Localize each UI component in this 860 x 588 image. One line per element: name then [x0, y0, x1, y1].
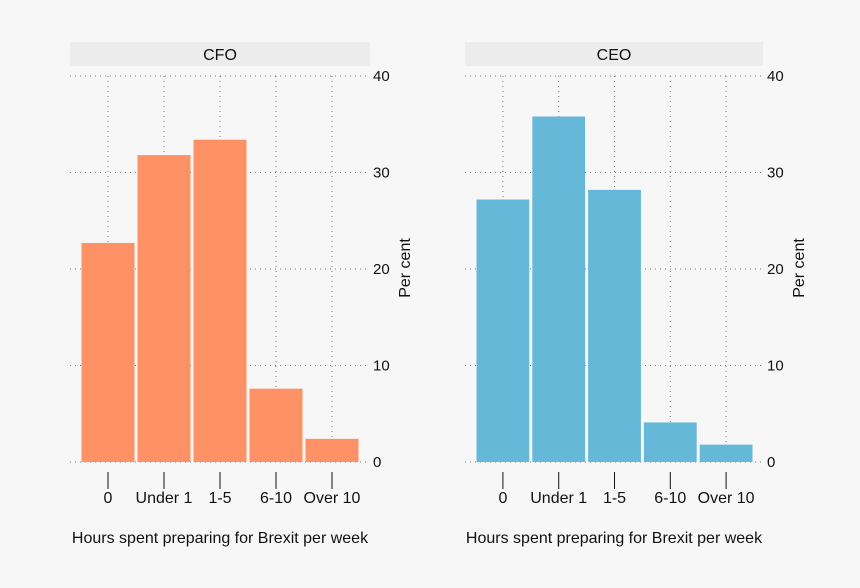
ceo-y-ticks: 0 10 20 30 40	[767, 68, 784, 471]
ceo-bar-1	[532, 116, 586, 462]
cfo-x-tick-label: Over 10	[304, 490, 361, 507]
cfo-bar-1	[137, 155, 191, 462]
ceo-panel-title: CEO	[597, 47, 632, 64]
ceo-x-tick-label: 1-5	[603, 490, 626, 507]
ceo-panel-strip	[465, 42, 763, 66]
ceo-y-axis-label: Per cent	[791, 238, 808, 298]
ceo-y-tick-label: 0	[767, 454, 775, 471]
cfo-bar-0	[81, 242, 135, 462]
cfo-x-tick-label: 0	[104, 490, 113, 507]
ceo-panel: CEO 0 Under 1 1-5 6-10 Over 10 0 10 20 30 40 Per…	[465, 42, 808, 547]
cfo-bars	[81, 139, 359, 462]
ceo-x-ticks: 0 Under 1 1-5 6-10 Over 10	[498, 472, 755, 507]
ceo-bar-3	[643, 422, 697, 462]
ceo-bar-0	[476, 199, 530, 462]
ceo-x-tick-label: Under 1	[530, 490, 587, 507]
ceo-bar-4	[699, 444, 753, 462]
cfo-panel-strip	[70, 42, 370, 66]
cfo-y-tick-label: 20	[373, 261, 390, 278]
cfo-y-tick-label: 40	[373, 68, 390, 85]
cfo-y-tick-label: 10	[373, 358, 390, 375]
ceo-y-tick-label: 40	[767, 68, 784, 85]
ceo-bars	[476, 116, 753, 462]
ceo-bar-2	[588, 189, 641, 462]
cfo-y-axis-label: Per cent	[397, 238, 414, 298]
ceo-x-tick-label: 0	[498, 490, 507, 507]
cfo-x-tick-label: 6-10	[260, 490, 292, 507]
cfo-y-tick-label: 30	[373, 165, 390, 182]
cfo-x-ticks: 0 Under 1 1-5 6-10 Over 10	[104, 472, 361, 507]
ceo-x-tick-label: Over 10	[698, 490, 755, 507]
cfo-panel: CFO 0 Under 1 1-5 6-10 Over 10 0 10 20 30 40 Per…	[70, 42, 414, 547]
ceo-y-tick-label: 30	[767, 165, 784, 182]
cfo-x-axis-label: Hours spent preparing for Brexit per wee…	[72, 530, 369, 547]
cfo-x-tick-label: 1-5	[208, 490, 231, 507]
ceo-y-tick-label: 10	[767, 358, 784, 375]
cfo-bar-3	[249, 388, 303, 462]
ceo-x-axis-label: Hours spent preparing for Brexit per wee…	[466, 530, 763, 547]
cfo-y-tick-label: 0	[373, 454, 381, 471]
ceo-y-tick-label: 20	[767, 261, 784, 278]
cfo-bar-4	[305, 438, 359, 462]
ceo-x-tick-label: 6-10	[654, 490, 686, 507]
cfo-y-ticks: 0 10 20 30 40	[373, 68, 390, 471]
cfo-panel-title: CFO	[203, 47, 237, 64]
cfo-bar-2	[193, 139, 247, 462]
cfo-x-tick-label: Under 1	[136, 490, 193, 507]
